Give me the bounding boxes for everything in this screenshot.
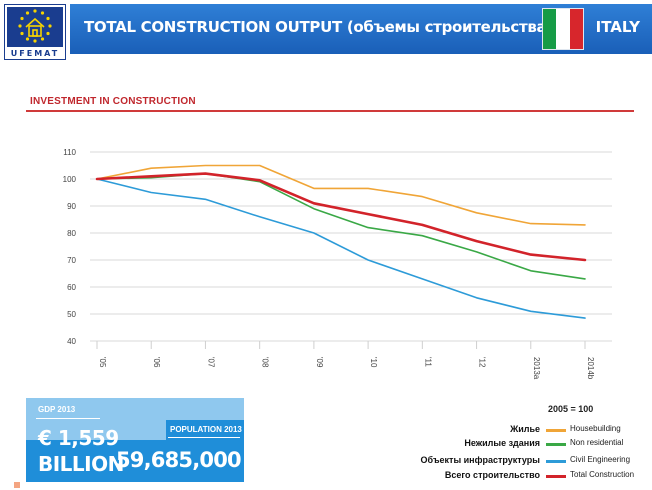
gdp-rule	[36, 418, 100, 419]
y-tick-label: 110	[63, 148, 76, 157]
x-tick-label: 2013a	[532, 357, 541, 380]
population-label: POPULATION 2013	[170, 425, 242, 434]
gdp-value: € 1,559	[38, 426, 119, 450]
page-title: TOTAL CONSTRUCTION OUTPUT (объемы строит…	[84, 18, 553, 36]
legend-label-ru: Всего строительство	[444, 470, 540, 480]
x-tick-label: '08	[261, 357, 270, 368]
series-line-non-residential	[96, 172, 586, 280]
legend-swatch	[546, 429, 566, 432]
y-tick-label: 80	[67, 229, 76, 238]
series-line-total-construction	[95, 172, 587, 262]
y-tick-label: 50	[67, 310, 76, 319]
series-line-civil-engineering	[96, 178, 586, 319]
legend-swatch	[546, 475, 566, 478]
x-tick-label: '09	[315, 357, 324, 368]
base-year-note: 2005 = 100	[548, 404, 594, 414]
legend-row-housebuilding: Жилье Housebuilding	[0, 424, 652, 438]
y-tick-label: 90	[67, 202, 76, 211]
legend-label: Non residential	[570, 438, 624, 447]
ufemat-logo: UFEMAT	[4, 4, 66, 60]
x-tick-label: 2014b	[586, 357, 595, 380]
x-tick-label: '07	[206, 357, 215, 368]
legend-swatch	[546, 460, 566, 463]
flag-stripe-green	[543, 9, 557, 49]
chart-title: INVESTMENT IN CONSTRUCTION	[30, 96, 196, 107]
legend-row-civil-engineering: Объекты инфраструктуры Civil Engineering	[0, 455, 652, 469]
population-rule	[168, 437, 240, 438]
legend-label: Total Construction	[570, 470, 635, 479]
x-tick-label: '06	[152, 357, 161, 368]
population-value: 59,685,000	[116, 448, 242, 472]
header-bar: TOTAL CONSTRUCTION OUTPUT (объемы строит…	[70, 4, 652, 54]
y-tick-label: 70	[67, 256, 76, 265]
legend-label-ru: Нежилые здания	[464, 438, 540, 448]
logo-text: UFEMAT	[10, 49, 60, 58]
legend-row-total-construction: Всего строительство Total Construction	[0, 470, 652, 484]
italy-flag-icon	[542, 8, 584, 50]
legend-label: Civil Engineering	[570, 455, 631, 464]
gdp-unit: BILLION	[38, 452, 124, 476]
x-tick-label: '05	[98, 357, 107, 368]
eu-stars-icon	[7, 7, 63, 47]
x-tick-label: '12	[478, 357, 487, 368]
legend-label-ru: Объекты инфраструктуры	[420, 455, 540, 465]
x-tick-label: '11	[423, 357, 432, 367]
corner-mark	[14, 482, 20, 488]
legend-swatch	[546, 443, 566, 446]
legend-label-ru: Жилье	[510, 424, 540, 434]
chart-title-rule	[26, 110, 634, 112]
x-tick-label: '10	[369, 357, 378, 368]
y-tick-label: 60	[67, 283, 76, 292]
gdp-panel-dark	[26, 440, 112, 482]
gdp-label: GDP 2013	[38, 405, 76, 414]
population-panel-dark	[112, 440, 244, 482]
legend-row-non-residential: Нежилые здания Non residential	[0, 438, 652, 452]
series-line-housebuilding	[96, 164, 586, 226]
house-icon	[25, 17, 45, 37]
flag-stripe-white	[556, 9, 570, 49]
y-tick-label: 100	[63, 175, 77, 184]
y-tick-label: 40	[67, 337, 76, 346]
population-label-bg	[166, 420, 244, 440]
country-label: ITALY	[595, 18, 640, 36]
flag-stripe-red	[569, 9, 583, 49]
legend-label: Housebuilding	[570, 424, 621, 433]
